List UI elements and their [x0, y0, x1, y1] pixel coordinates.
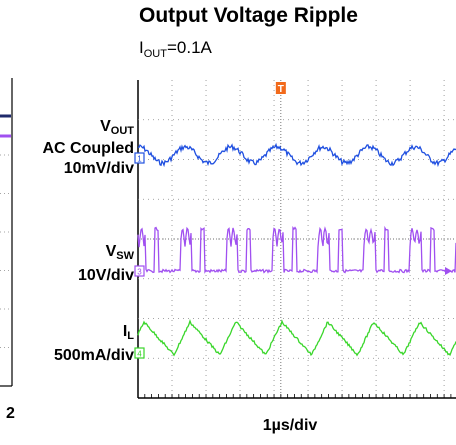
- chart-title: Output Voltage Ripple: [139, 4, 358, 27]
- trigger-marker-letter: T: [278, 84, 284, 95]
- vsw-scale-label: 10V/div: [77, 267, 134, 284]
- il-trace: [137, 318, 456, 357]
- adjacent-chart-number: 2: [6, 405, 15, 422]
- vsw-channel-marker-number: 3: [137, 268, 142, 277]
- vout-channel-marker: [134, 152, 145, 164]
- vout-scale-label: 10mV/div: [63, 160, 134, 177]
- trigger-marker: [275, 82, 286, 94]
- il-scale-label: 500mA/div: [53, 347, 134, 364]
- il-channel-marker: [134, 347, 145, 359]
- vout-coupling-label: AC Coupled: [42, 140, 134, 157]
- chart-subtitle: IOUT=0.1A: [139, 38, 212, 60]
- vout-trace: [137, 142, 456, 168]
- trigger-level-arrow: [445, 267, 452, 275]
- vout-channel-marker-number: 1: [137, 155, 142, 164]
- x-axis-label: 1µs/div: [262, 417, 318, 434]
- vsw-label: VSW 10V/div: [77, 243, 134, 284]
- adjacent-chart-fragment: [0, 78, 13, 387]
- vsw-channel-marker: [134, 265, 145, 277]
- vsw-trace: [137, 225, 456, 274]
- vout-label: VOUT AC Coupled 10mV/div: [42, 118, 134, 177]
- il-label: IL 500mA/div: [53, 323, 134, 364]
- il-channel-marker-number: 4: [137, 350, 142, 359]
